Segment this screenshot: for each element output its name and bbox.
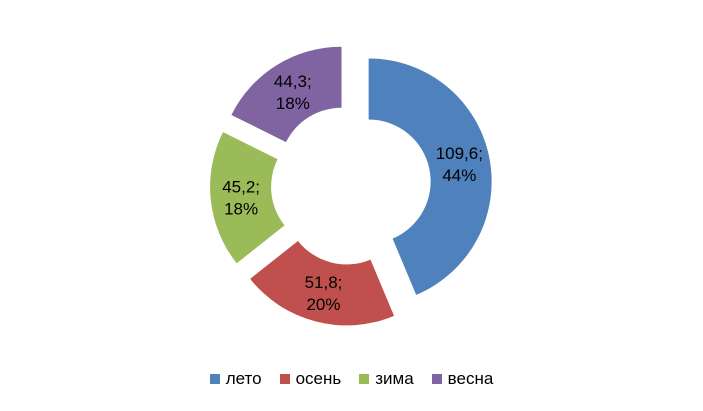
data-label-1: 51,8; 20% (305, 273, 343, 314)
slice-0 (368, 58, 492, 295)
legend-swatch-0 (209, 374, 220, 384)
legend-swatch-3 (431, 374, 442, 384)
legend-label-2: зима (375, 369, 414, 388)
slice-2 (210, 132, 285, 264)
legend-swatch-1 (279, 374, 290, 384)
legend-item-0: лето (209, 369, 262, 389)
legend-item-3: весна (431, 369, 494, 389)
data-label-2: 45,2; 18% (222, 178, 260, 219)
chart-data-labels: 109,6; 44% 51,8; 20% 45,2; 18% 44,3; 18% (222, 72, 483, 314)
slice-3 (231, 46, 342, 143)
legend-label-1: осень (295, 369, 342, 388)
legend-label-0: лето (225, 369, 262, 388)
legend-swatch-2 (359, 374, 370, 384)
legend-label-3: весна (447, 369, 494, 388)
data-label-3: 44,3; 18% (274, 72, 312, 113)
data-label-0: 109,6; 44% (436, 144, 483, 185)
chart-legend: лето осень зима весна (0, 369, 703, 389)
legend-item-1: осень (279, 369, 342, 389)
legend-item-2: зима (359, 369, 414, 389)
slice-1 (250, 240, 395, 326)
chart-slices (210, 46, 492, 326)
